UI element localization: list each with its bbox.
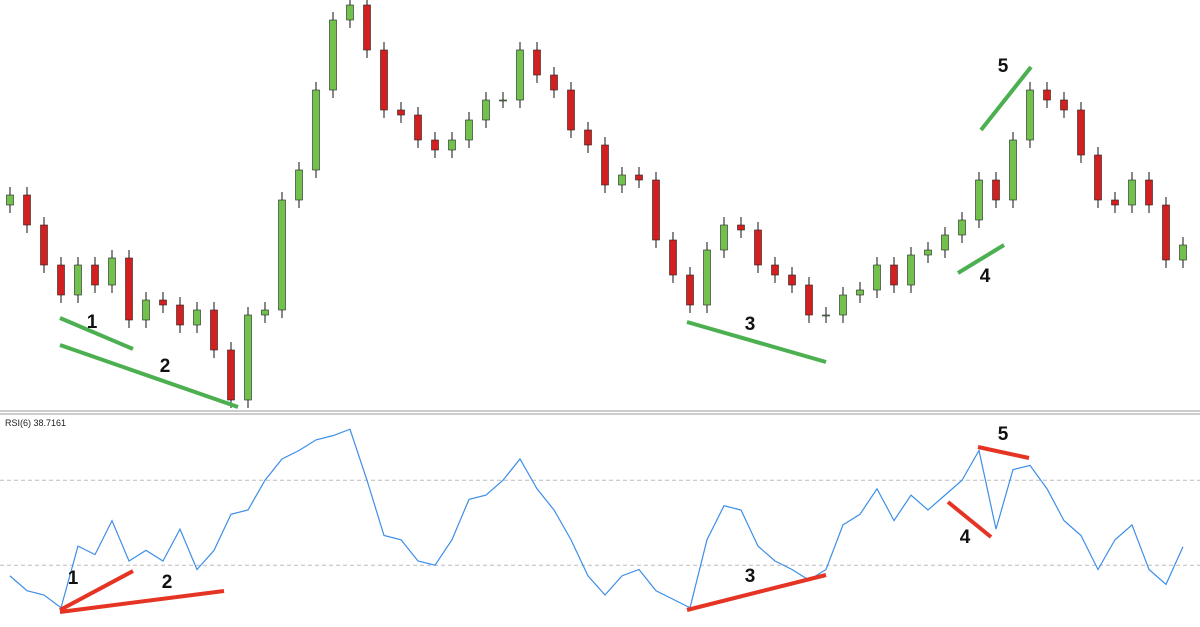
candle-body [278, 199, 286, 311]
candle-body [924, 249, 932, 256]
candle-body [23, 194, 31, 226]
candle-body [176, 304, 184, 326]
candle-body [890, 264, 898, 286]
candle-body [1179, 244, 1187, 261]
candle-body [958, 219, 966, 236]
trendline [59, 343, 239, 409]
candle-body [822, 314, 830, 317]
candle-body [1043, 89, 1051, 101]
candle-body [941, 234, 949, 251]
candle-body [448, 139, 456, 151]
trendline [686, 320, 827, 364]
candle-body [125, 257, 133, 321]
candle-body [839, 294, 847, 316]
candle-body [193, 309, 201, 326]
candle-body [652, 179, 660, 241]
annotation: 4 [980, 266, 991, 287]
candle-body [6, 194, 14, 206]
candle-body [686, 274, 694, 306]
candle-body [737, 224, 745, 231]
candle-body [431, 139, 439, 151]
candle-body [312, 89, 320, 171]
candle-body [516, 49, 524, 101]
candle-body [346, 4, 354, 21]
annotation: 1 [87, 312, 98, 333]
candle-body [74, 264, 82, 296]
annotation: 1 [68, 568, 79, 589]
candle-body [584, 129, 592, 146]
candle-body [1128, 179, 1136, 206]
candle-body [261, 309, 269, 316]
candle-body [533, 49, 541, 76]
candle-body [805, 284, 813, 316]
candle-body [244, 314, 252, 401]
trendline [59, 316, 134, 351]
candle-body [159, 299, 167, 306]
candle-body [227, 349, 235, 401]
trendline [977, 445, 1030, 460]
annotation: 5 [998, 56, 1009, 77]
candle-body [482, 99, 490, 121]
candle-body [210, 309, 218, 351]
price-trendlines [59, 65, 1033, 409]
candle-body [1094, 154, 1102, 201]
candle-body [669, 239, 677, 276]
trendline [979, 65, 1033, 132]
candle-body [329, 19, 337, 91]
candle-body [1009, 139, 1017, 201]
annotation: 3 [745, 566, 756, 587]
candle-body [856, 289, 864, 296]
candle-body [499, 99, 507, 102]
candle-body [788, 274, 796, 286]
candle-body [380, 49, 388, 111]
candle-body [397, 109, 405, 116]
candle-body [40, 224, 48, 266]
candle-body [550, 74, 558, 91]
candle-body [720, 224, 728, 251]
candle-body [567, 89, 575, 131]
candle-body [1145, 179, 1153, 206]
candle-body [771, 264, 779, 276]
annotation: 5 [998, 424, 1009, 445]
trendline [946, 500, 993, 539]
trendline [59, 569, 134, 612]
trendline [59, 589, 225, 614]
price-panel [6, 0, 1187, 408]
candle-body [618, 174, 626, 186]
candle-body [295, 169, 303, 201]
candle-body [57, 264, 65, 296]
candle-body [992, 179, 1000, 201]
candle-body [1077, 109, 1085, 156]
trendline [686, 573, 827, 612]
candle-body [601, 144, 609, 186]
candle-body [363, 4, 371, 51]
trendline [956, 243, 1006, 275]
annotation: 2 [160, 356, 171, 377]
indicator-title: RSI(6) 38.7161 [5, 418, 66, 428]
candle-body [414, 114, 422, 141]
candle-body [91, 264, 99, 286]
candle-body [635, 174, 643, 181]
candle-body [465, 119, 473, 141]
candle-body [754, 229, 762, 266]
candle-body [703, 249, 711, 306]
rsi-line [9, 428, 1184, 609]
candle-body [1162, 204, 1170, 261]
annotation: 4 [960, 527, 971, 548]
candle-body [1026, 89, 1034, 141]
candle-body [873, 264, 881, 291]
candle-body [142, 299, 150, 321]
candle-body [975, 179, 983, 221]
annotation: 3 [745, 314, 756, 335]
candle-body [1060, 99, 1068, 111]
candle-body [108, 257, 116, 286]
rsi-trendlines [59, 445, 1030, 614]
annotation: 2 [162, 572, 173, 593]
candle-body [1111, 199, 1119, 206]
rsi-panel [0, 428, 1200, 609]
candle-body [907, 254, 915, 286]
